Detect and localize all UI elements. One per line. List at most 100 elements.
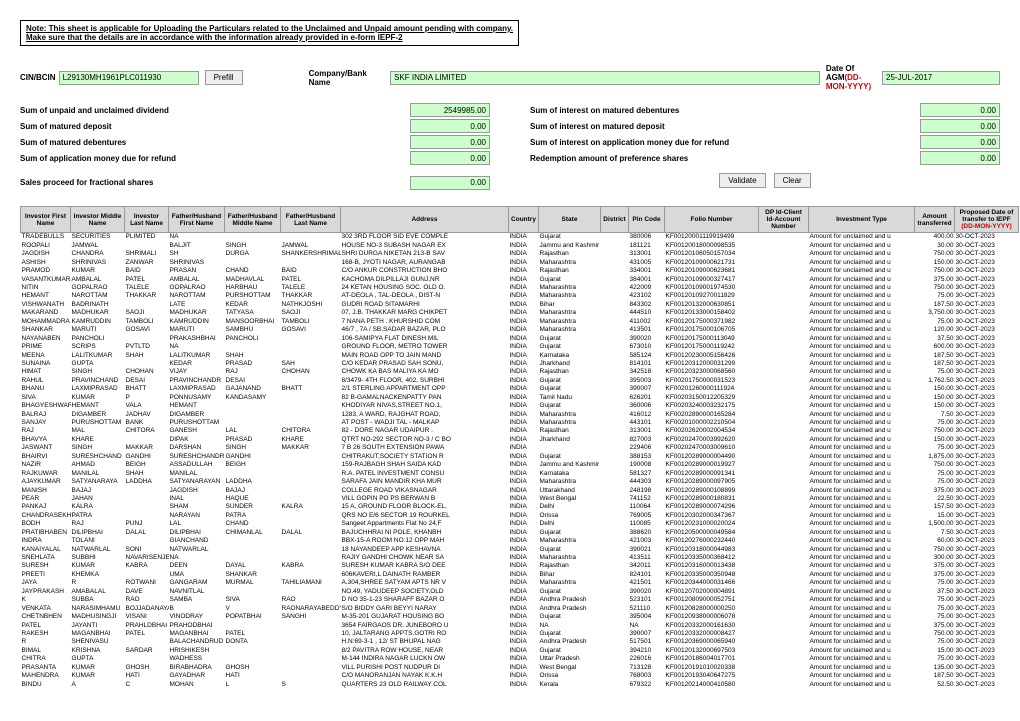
table-cell: 3,750.00 <box>915 309 955 317</box>
sum-mat-deb-input[interactable] <box>410 135 490 149</box>
table-cell <box>281 478 341 486</box>
table-cell: A.304,SHREE SATYAM APTS NR V <box>341 579 509 587</box>
table-cell: JAYA <box>21 579 71 587</box>
table-cell <box>759 478 809 486</box>
column-header: Investor First Name <box>21 207 71 233</box>
table-cell: MAL <box>71 427 125 435</box>
table-cell: BEIGH <box>225 461 281 469</box>
table-cell <box>759 352 809 360</box>
table-cell: KF00120132000697503 <box>665 647 759 655</box>
table-cell: Amount for unclaimed and u <box>809 588 915 596</box>
table-cell: 390007 <box>629 385 665 393</box>
table-cell: SURESH <box>21 562 71 570</box>
table-cell: TALELE <box>125 284 169 292</box>
sum-mat-dep-input[interactable] <box>410 119 490 133</box>
table-cell: INDIA <box>509 419 539 427</box>
sum-dividend-input[interactable] <box>410 103 490 117</box>
sum-int-deb-input[interactable] <box>920 103 1000 117</box>
table-cell: VIJAY <box>169 368 225 376</box>
validate-button[interactable]: Validate <box>719 173 765 188</box>
table-cell: CHOWK KA BAS MALIYA KA MO <box>341 368 509 376</box>
table-cell: GANESH <box>169 427 225 435</box>
table-cell <box>281 233 341 242</box>
table-cell: 30-OCT-2023 <box>955 419 1019 427</box>
table-cell <box>601 461 629 469</box>
table-cell <box>601 292 629 300</box>
table-cell: LAXMIPRASAD <box>71 385 125 393</box>
table-cell: HATI <box>125 672 169 680</box>
table-cell: 15.00 <box>915 647 955 655</box>
table-cell: Amount for unclaimed and u <box>809 487 915 495</box>
table-cell: GANDHI <box>125 453 169 461</box>
table-row: VENKATANARASIMHAMUBOJJADANAYABVRAONARAYA… <box>21 605 1019 613</box>
table-cell: 1,875.00 <box>915 453 955 461</box>
table-cell: 82 - DORE NAGAR UDAIPUR . <box>341 427 509 435</box>
table-cell: KF00120289000180831 <box>665 495 759 503</box>
table-cell: 30-OCT-2023 <box>955 638 1019 646</box>
table-cell <box>281 588 341 596</box>
table-cell: Amount for unclaimed and u <box>809 537 915 545</box>
sum-int-refund-input[interactable] <box>920 135 1000 149</box>
table-cell: RAO <box>125 596 169 604</box>
table-cell: SAMBA <box>169 596 225 604</box>
table-cell: INDIA <box>509 579 539 587</box>
table-cell: Amount for unclaimed and u <box>809 419 915 427</box>
table-cell: NAROTTAM <box>169 292 225 300</box>
table-cell <box>601 579 629 587</box>
table-row: MOHAMMADRAKAMRUDDINTAMBOLIKAMRUDDINMANSO… <box>21 318 1019 326</box>
agm-input[interactable] <box>882 71 1000 85</box>
table-cell <box>225 647 281 655</box>
table-cell: BALRAJ <box>21 411 71 419</box>
table-cell: 30-OCT-2023 <box>955 453 1019 461</box>
table-cell: PRASANTA <box>21 664 71 672</box>
sum-dividend-label: Sum of unpaid and unclaimed dividend <box>20 106 169 115</box>
sum-refund-input[interactable] <box>410 151 490 165</box>
sum-int-dep-input[interactable] <box>920 119 1000 133</box>
table-row: PREETIKHEMKAUMASHANKAR606KAVERI,L DAINAT… <box>21 571 1019 579</box>
table-cell: INDIA <box>509 444 539 452</box>
prefill-button[interactable]: Prefill <box>205 70 243 85</box>
cin-input[interactable] <box>59 71 199 85</box>
table-cell: CHETNBHEN <box>21 613 71 621</box>
table-cell: 75.00 <box>915 478 955 486</box>
table-cell: DIGAMBER <box>71 411 125 419</box>
table-cell: 422009 <box>629 284 665 292</box>
table-cell: SHENIVASU <box>71 638 125 646</box>
table-cell: KF00120133000158402 <box>665 309 759 317</box>
table-cell: KF00203240003232175 <box>665 402 759 410</box>
table-cell: DESAI <box>225 377 281 385</box>
table-cell: Amount for unclaimed and u <box>809 377 915 385</box>
redemption-input[interactable] <box>920 151 1000 165</box>
table-row: BALRAJDIGAMBERJADHAVDIGAMBER1283, A WARD… <box>21 411 1019 419</box>
company-input[interactable] <box>390 71 820 85</box>
table-cell: 390020 <box>629 588 665 596</box>
sales-proceed-input[interactable] <box>410 176 490 190</box>
table-cell: INDIA <box>509 284 539 292</box>
table-cell <box>759 579 809 587</box>
table-cell: SHANKAR <box>225 571 281 579</box>
table-row: VASANTKUMARAMBALALPATELAMBALALMADHAVLALP… <box>21 276 1019 284</box>
table-cell: INDIA <box>509 250 539 258</box>
table-cell: KHARE <box>71 436 125 444</box>
table-cell: 30-OCT-2023 <box>955 655 1019 663</box>
table-cell: INDIA <box>509 242 539 250</box>
table-cell <box>759 326 809 334</box>
table-cell: 1283, A WARD, RAJGHAT ROAD, <box>341 411 509 419</box>
table-cell: 750.00 <box>915 546 955 554</box>
table-row: BHANULAXMIPRASADBHATTLAXMIPRASADGAJANAND… <box>21 385 1019 393</box>
table-cell: ROOPALI <box>21 242 71 250</box>
table-cell: 585124 <box>629 352 665 360</box>
table-cell: KF00120109000623681 <box>665 267 759 275</box>
table-cell: INDIA <box>509 554 539 562</box>
table-cell: Amount for unclaimed and u <box>809 664 915 672</box>
table-cell: Amount for unclaimed and u <box>809 267 915 275</box>
table-cell: INDIA <box>509 605 539 613</box>
table-cell: 75.00 <box>915 419 955 427</box>
clear-button[interactable]: Clear <box>774 173 811 188</box>
table-cell: KF00120186004017701 <box>665 655 759 663</box>
table-cell: HIMAT <box>21 368 71 376</box>
table-cell <box>281 495 341 503</box>
table-cell: Amount for unclaimed and u <box>809 250 915 258</box>
table-row: RAJKUWARMANILALSHAHMANILALR.A. PATEL INV… <box>21 470 1019 478</box>
table-cell: PRAHLDBHAI <box>125 622 169 630</box>
